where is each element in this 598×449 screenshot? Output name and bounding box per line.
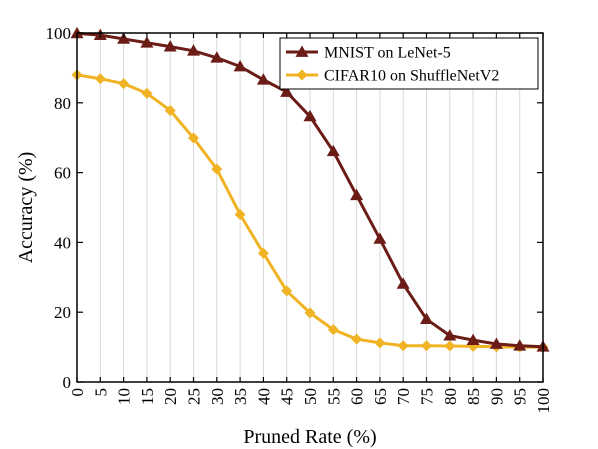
x-tick-label: 10 (115, 388, 134, 405)
x-tick-label: 75 (418, 388, 437, 405)
data-point-triangle (233, 60, 247, 72)
legend-label: MNIST on LeNet-5 (324, 45, 451, 62)
x-tick-label: 20 (161, 388, 180, 405)
data-point-diamond (141, 87, 153, 99)
data-point-diamond (304, 307, 316, 319)
data-point-triangle (513, 339, 527, 351)
data-point-diamond (118, 78, 130, 90)
data-point-triangle (117, 32, 131, 44)
data-point-triangle (303, 109, 317, 122)
legend-label: CIFAR10 on ShuffleNetV2 (324, 68, 499, 85)
data-point-diamond (257, 247, 269, 259)
grid-lines (76, 33, 544, 382)
series-1 (70, 26, 550, 352)
y-tick-label: 20 (54, 303, 71, 322)
data-point-triangle (280, 85, 294, 97)
x-tick-label: 95 (511, 388, 530, 405)
data-point-diamond (374, 337, 386, 349)
data-point-triangle (326, 144, 340, 157)
x-tick-label: 90 (487, 388, 506, 405)
data-point-triangle (140, 36, 154, 48)
data-point-diamond (164, 104, 176, 116)
data-point-diamond (296, 69, 308, 81)
data-point-triangle (396, 277, 410, 289)
legend: MNIST on LeNet-5 CIFAR10 on ShuffleNetV2 (279, 37, 539, 90)
data-point-diamond (397, 340, 409, 352)
data-point-triangle (420, 312, 433, 325)
x-axis-label: Pruned Rate (%) (243, 426, 376, 448)
x-tick-label: 55 (324, 388, 343, 405)
x-tick-label: 15 (138, 388, 157, 405)
data-point-diamond (188, 132, 199, 144)
data-point-diamond (94, 73, 106, 85)
data-point-triangle (295, 45, 309, 57)
y-tick-label: 80 (54, 94, 71, 113)
x-tick-label: 35 (231, 388, 250, 405)
x-tick-label: 100 (534, 388, 553, 414)
x-tick-label: 80 (441, 388, 460, 405)
data-point-triangle (443, 329, 457, 341)
data-point-triangle (466, 333, 480, 345)
x-tick-label: 70 (394, 388, 413, 405)
y-tick-label: 100 (46, 24, 72, 43)
x-tick-label: 60 (348, 388, 367, 405)
x-tick-label: 45 (278, 388, 297, 405)
y-axis-label: Accuracy (%) (15, 152, 37, 264)
y-tick-label: 60 (54, 164, 71, 183)
data-point-triangle (256, 73, 270, 85)
data-point-triangle (373, 232, 387, 244)
data-point-diamond (327, 324, 339, 336)
data-point-triangle (350, 188, 364, 201)
data-point-diamond (351, 333, 363, 345)
legend-box (279, 37, 539, 90)
data-point-triangle (210, 51, 224, 63)
x-tick-label: 65 (371, 388, 390, 405)
y-tick-label: 40 (54, 233, 71, 252)
data-point-diamond (234, 208, 246, 220)
series-layer (70, 26, 550, 353)
x-tick-label: 5 (91, 388, 110, 397)
x-tick-label: 0 (68, 388, 87, 397)
data-point-diamond (211, 163, 223, 175)
data-point-diamond (421, 340, 432, 352)
data-point-triangle (489, 337, 503, 349)
data-point-triangle (163, 40, 177, 52)
x-tick-label: 85 (464, 388, 483, 405)
data-point-diamond (281, 285, 293, 297)
x-tick-label: 30 (208, 388, 227, 405)
x-tick-label: 50 (301, 388, 320, 405)
data-point-triangle (187, 44, 200, 56)
x-tick-label: 40 (254, 388, 273, 405)
y-tick-label: 0 (63, 373, 72, 392)
data-point-diamond (444, 340, 456, 352)
x-tick-label: 25 (185, 388, 204, 405)
